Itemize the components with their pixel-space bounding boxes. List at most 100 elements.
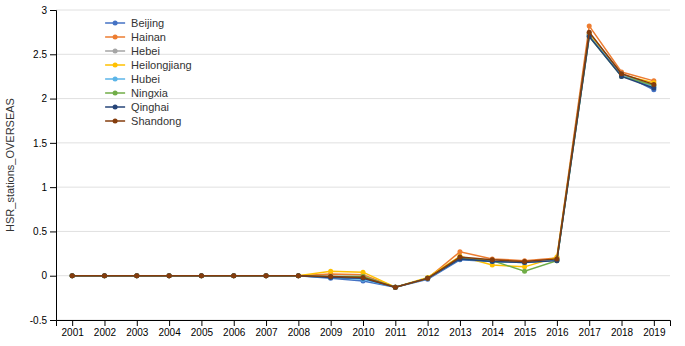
series-point (522, 260, 527, 265)
series-point (134, 273, 139, 278)
series-point (490, 258, 495, 263)
legend-item: Hainan (105, 31, 166, 43)
series (70, 23, 657, 289)
series-point (296, 273, 301, 278)
series-point (587, 23, 592, 28)
series-point (425, 275, 430, 280)
series (70, 34, 657, 290)
x-axis: 2001200220032004200520062007200820092010… (57, 320, 671, 338)
y-tick: 3 (41, 5, 56, 16)
x-tick-mark (557, 320, 558, 326)
series-point (231, 273, 236, 278)
legend-item: Hubei (105, 73, 160, 85)
series (70, 34, 657, 290)
series-point (264, 273, 269, 278)
x-tick: 2010 (352, 320, 375, 338)
series-point (167, 273, 172, 278)
x-tick-label: 2016 (546, 327, 569, 338)
grid-line (56, 187, 670, 188)
x-tick-label: 2018 (611, 327, 634, 338)
series-line (72, 33, 654, 287)
legend-label: Hebei (131, 45, 160, 57)
series-point (102, 273, 107, 278)
series-point (231, 273, 236, 278)
y-tick-label: 0 (41, 270, 47, 281)
x-tick-mark (169, 320, 170, 326)
y-axis-line (50, 11, 57, 321)
series-point (296, 273, 301, 278)
series-point (231, 273, 236, 278)
series-point (134, 273, 139, 278)
series-point (264, 273, 269, 278)
series (70, 33, 657, 290)
series-point (134, 273, 139, 278)
legend-label: Ningxia (131, 87, 169, 99)
grid (56, 10, 670, 320)
x-tick-mark (395, 320, 396, 326)
x-tick: 2015 (514, 320, 537, 338)
series-point (102, 273, 107, 278)
x-tick: 2004 (158, 320, 181, 338)
legend-item: Qinghai (105, 101, 169, 113)
legend-label: Hubei (131, 73, 160, 85)
series-line (72, 26, 654, 287)
x-tick-mark (137, 320, 138, 326)
x-tick: 2016 (546, 320, 569, 338)
x-tick-mark (104, 320, 105, 326)
series-line (72, 35, 654, 287)
series-point (231, 273, 236, 278)
series-point (102, 273, 107, 278)
y-tick-label: 0.5 (33, 226, 47, 237)
series-point (393, 285, 398, 290)
series-point (296, 273, 301, 278)
x-tick-mark (298, 320, 299, 326)
x-tick: 2013 (449, 320, 472, 338)
series-point (199, 273, 204, 278)
series-point (102, 273, 107, 278)
series-point (490, 257, 495, 262)
series-point (70, 273, 75, 278)
x-tick-label: 2017 (579, 327, 602, 338)
series-point (457, 256, 462, 261)
series-point (522, 260, 527, 265)
x-tick-label: 2012 (417, 327, 440, 338)
series-point (264, 273, 269, 278)
x-tick-mark (234, 320, 235, 326)
series-point (328, 275, 333, 280)
series-point (554, 257, 559, 262)
legend-marker (113, 49, 118, 54)
series-point (554, 256, 559, 261)
y-tick: 1 (41, 182, 56, 193)
y-tick-mark (50, 276, 56, 277)
series-point (522, 259, 527, 264)
legend-marker (113, 21, 118, 26)
y-tick-label: 3 (41, 5, 47, 16)
series-point (522, 260, 527, 265)
series (70, 31, 657, 290)
y-tick: 2 (41, 93, 56, 104)
series-point (296, 273, 301, 278)
y-tick-mark (50, 187, 56, 188)
x-tick-mark (622, 320, 623, 326)
x-tick-mark (428, 320, 429, 326)
series-point (393, 285, 398, 290)
y-tick-mark (50, 231, 56, 232)
series-point (425, 276, 430, 281)
x-tick-mark (654, 320, 655, 326)
series-point (328, 269, 333, 274)
series-point (587, 30, 592, 35)
series-point (134, 273, 139, 278)
x-tick: 2005 (191, 320, 214, 338)
y-tick-mark (50, 99, 56, 100)
series-point (457, 256, 462, 261)
x-tick: 2011 (385, 320, 407, 338)
y-axis: -0.500.511.522.53 (30, 5, 57, 326)
series-point (425, 277, 430, 282)
legend-item: Beijing (105, 17, 164, 29)
legend-marker (113, 63, 118, 68)
legend-label: Heilongjiang (131, 59, 192, 71)
x-tick-label: 2003 (126, 327, 149, 338)
series-line (72, 37, 654, 288)
x-tick-mark (266, 320, 267, 326)
series-point (393, 285, 398, 290)
